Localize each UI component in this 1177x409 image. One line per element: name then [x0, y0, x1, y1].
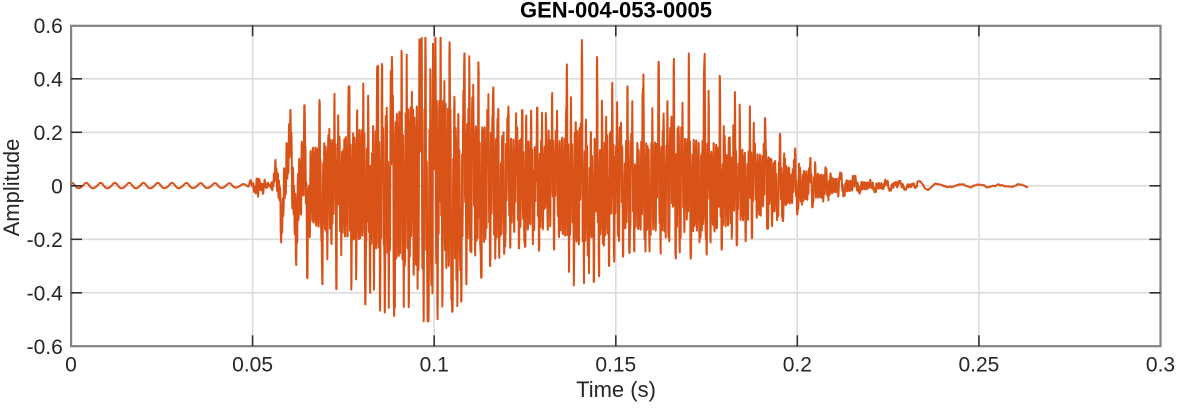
svg-text:0.05: 0.05 — [232, 353, 273, 376]
svg-text:0.15: 0.15 — [595, 353, 636, 376]
svg-text:-0.4: -0.4 — [27, 282, 64, 305]
svg-text:0.1: 0.1 — [420, 353, 449, 376]
svg-text:0: 0 — [65, 353, 77, 376]
svg-text:0.3: 0.3 — [1146, 353, 1175, 376]
svg-text:Amplitude: Amplitude — [0, 139, 24, 237]
svg-text:-0.2: -0.2 — [27, 229, 63, 252]
svg-text:0.2: 0.2 — [783, 353, 812, 376]
svg-text:Time (s): Time (s) — [576, 377, 656, 402]
svg-text:-0.6: -0.6 — [27, 336, 63, 359]
svg-text:0.25: 0.25 — [958, 353, 999, 376]
svg-text:0.2: 0.2 — [34, 122, 63, 145]
svg-text:0.4: 0.4 — [34, 68, 64, 91]
svg-text:GEN-004-053-0005: GEN-004-053-0005 — [520, 0, 712, 23]
svg-text:0.6: 0.6 — [34, 15, 63, 38]
svg-text:0: 0 — [51, 175, 63, 198]
